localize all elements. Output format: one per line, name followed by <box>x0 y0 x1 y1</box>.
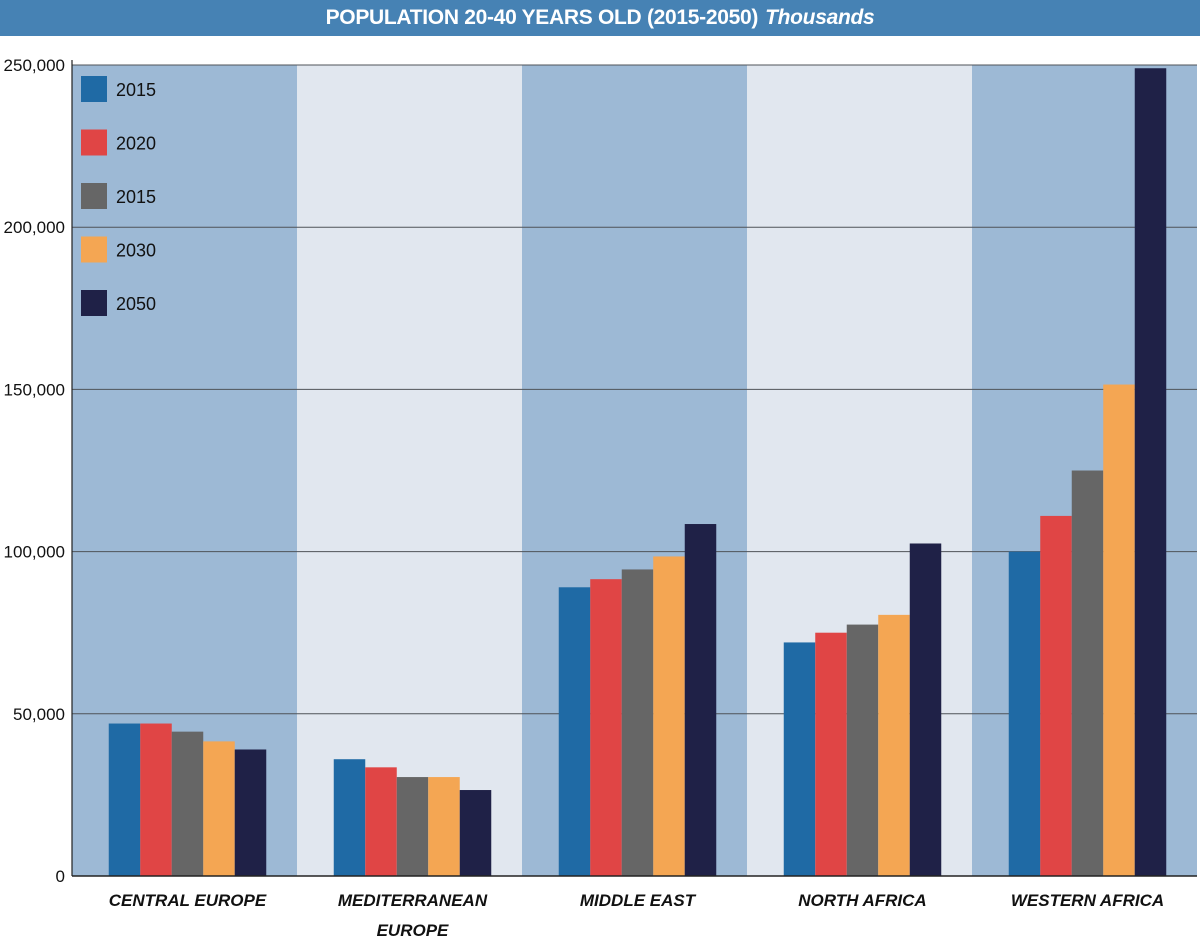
bar <box>558 587 591 876</box>
chart-subtitle: Thousands <box>765 6 875 29</box>
bar <box>234 749 267 876</box>
x-category-label: NORTH AFRICA <box>798 891 926 910</box>
y-tick-label: 50,000 <box>13 705 65 724</box>
legend-swatch <box>81 290 107 316</box>
bar <box>396 777 429 876</box>
legend-swatch <box>81 76 107 102</box>
legend-label: 2050 <box>116 294 156 314</box>
legend-swatch <box>81 129 107 156</box>
y-tick-label: 0 <box>56 867 65 886</box>
bar <box>815 632 847 876</box>
bar <box>590 579 622 876</box>
bar <box>653 556 685 876</box>
legend-swatch <box>81 236 107 263</box>
x-category-label: CENTRAL EUROPE <box>109 891 267 910</box>
bar <box>1040 515 1072 876</box>
bar <box>1134 68 1167 876</box>
x-category-label: WESTERN AFRICA <box>1011 891 1164 910</box>
x-category-label: MEDITERRANEAN <box>338 891 488 910</box>
legend-label: 2020 <box>116 134 156 154</box>
chart-title: POPULATION 20-40 YEARS OLD (2015-2050) <box>325 6 759 29</box>
bar <box>428 777 460 876</box>
bar <box>909 543 942 876</box>
bar <box>684 524 717 876</box>
bar <box>140 723 172 876</box>
bar <box>203 741 235 876</box>
category-band <box>297 65 522 876</box>
bar <box>621 569 654 876</box>
x-category-label: MIDDLE EAST <box>580 891 697 910</box>
legend-swatch <box>81 183 107 209</box>
bar <box>108 723 141 876</box>
legend-label: 2015 <box>116 187 156 207</box>
bar <box>171 731 204 876</box>
bar <box>878 614 910 876</box>
bar <box>365 767 397 876</box>
y-tick-label: 150,000 <box>4 380 65 399</box>
y-tick-label: 100,000 <box>4 543 65 562</box>
legend-label: 2030 <box>116 241 156 261</box>
bar <box>1071 470 1104 876</box>
bar <box>783 642 816 876</box>
chart-title-bar: POPULATION 20-40 YEARS OLD (2015-2050) T… <box>0 0 1200 36</box>
bar <box>459 790 492 876</box>
x-category-label: EUROPE <box>377 921 449 940</box>
bar <box>846 624 879 876</box>
bar <box>1103 384 1135 876</box>
y-tick-label: 250,000 <box>4 56 65 75</box>
y-tick-label: 200,000 <box>4 218 65 237</box>
legend-label: 2015 <box>116 80 156 100</box>
bar <box>1008 551 1041 876</box>
bar <box>333 759 366 876</box>
